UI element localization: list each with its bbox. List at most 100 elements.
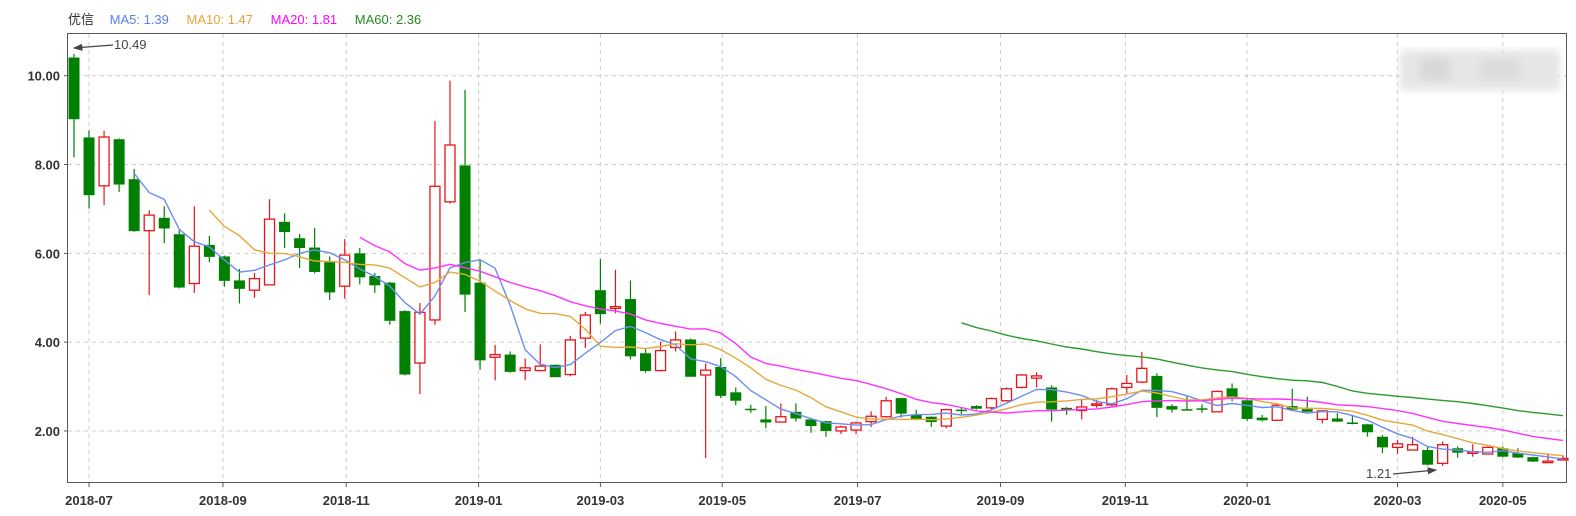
- candle: [1467, 444, 1479, 457]
- candle-body: [970, 406, 982, 409]
- candle-body: [1166, 406, 1178, 410]
- candle-body: [1015, 374, 1028, 389]
- candle: [279, 213, 291, 249]
- x-axis: 2018-07 2018-09 2018-11 2019-01 2019-03 2019-…: [65, 482, 1527, 508]
- candle: [324, 256, 336, 300]
- candle-body: [850, 422, 862, 431]
- candle-body: [624, 299, 636, 357]
- candle-body: [1512, 453, 1524, 458]
- candle-body: [730, 392, 742, 401]
- min-arrow: [1392, 467, 1438, 475]
- candle-body: [1376, 436, 1388, 448]
- chart-legend: 优信 MA5: 1.39 MA10: 1.47 MA20: 1.81 MA60:…: [68, 9, 435, 28]
- plot-area-border: [67, 33, 1567, 483]
- candle-body: [414, 311, 426, 364]
- candle: [188, 206, 200, 293]
- x-tick-label: 2020-01: [1223, 493, 1271, 508]
- candle-body: [985, 397, 998, 409]
- candle-body: [354, 253, 366, 278]
- candle-body: [158, 217, 170, 229]
- candle: [369, 272, 381, 293]
- candle: [1166, 404, 1178, 413]
- y-tick-label: 6.00: [35, 246, 60, 261]
- candle-body: [1346, 422, 1358, 425]
- candle-body: [474, 282, 486, 361]
- candle-body: [1091, 403, 1103, 407]
- max-arrow: [72, 43, 114, 51]
- moving-average-lines: [133, 172, 1564, 460]
- candle: [414, 303, 426, 395]
- candle-body: [700, 369, 712, 376]
- candle: [624, 280, 636, 360]
- candle: [173, 229, 185, 289]
- x-tick-label: 2019-11: [1102, 493, 1149, 508]
- max-annotation: 10.49: [72, 37, 147, 52]
- candle-body: [309, 247, 321, 272]
- candle-body: [339, 254, 351, 287]
- candle-body: [489, 353, 501, 358]
- x-tick-label: 2018-07: [65, 493, 113, 508]
- candle-body: [1436, 444, 1449, 465]
- ma10-line: [208, 209, 1564, 457]
- legend-ma60: MA60: 2.36: [354, 12, 422, 27]
- candle-body: [760, 419, 772, 423]
- candle-body: [218, 256, 230, 281]
- candle: [459, 89, 471, 312]
- x-tick-label: 2018-11: [323, 493, 370, 508]
- x-tick-label: 2019-01: [455, 493, 503, 508]
- candle: [98, 130, 110, 205]
- candle-body: [1271, 404, 1283, 421]
- candle-body: [279, 221, 291, 233]
- candle: [1482, 446, 1494, 455]
- candle-body: [294, 238, 306, 249]
- min-annotation: 1.21: [1366, 466, 1438, 481]
- x-tick-label: 2020-05: [1479, 493, 1527, 508]
- candle-body: [324, 262, 336, 293]
- candle: [519, 358, 531, 381]
- x-tick-label: 2019-05: [698, 493, 746, 508]
- candle: [68, 53, 80, 158]
- candle-body: [579, 314, 592, 339]
- candle: [1301, 396, 1313, 413]
- legend-ma20: MA20: 1.81: [270, 12, 338, 27]
- candle-body: [188, 245, 200, 285]
- x-tick-label: 2018-09: [199, 493, 247, 508]
- candle: [925, 416, 937, 427]
- candle-body: [128, 179, 140, 232]
- candle-body: [519, 367, 531, 372]
- candle: [1346, 415, 1358, 425]
- candle-body: [880, 400, 892, 418]
- candle: [970, 405, 982, 410]
- y-axis: 2.00 4.00 6.00 8.00 10.00: [27, 69, 68, 439]
- candle-body: [1136, 367, 1148, 383]
- candle: [1030, 372, 1043, 388]
- candle: [715, 358, 727, 399]
- candle: [1061, 406, 1073, 415]
- candle: [113, 138, 125, 193]
- candle-body: [1497, 448, 1509, 457]
- candle: [730, 387, 742, 406]
- candle-body: [564, 339, 576, 376]
- candle: [850, 421, 862, 435]
- blurred-watermark: [1400, 50, 1560, 90]
- candle: [1256, 414, 1268, 422]
- candle-body: [640, 353, 652, 371]
- candle: [820, 420, 832, 437]
- candle: [534, 344, 546, 372]
- candle: [263, 199, 276, 286]
- candle-body: [745, 408, 757, 411]
- candle: [745, 404, 757, 413]
- candle-body: [775, 416, 787, 423]
- candle: [1361, 423, 1373, 437]
- candle-body: [1030, 375, 1043, 379]
- candle: [248, 272, 261, 298]
- candle: [1211, 390, 1223, 413]
- candle: [1436, 441, 1449, 467]
- candle: [444, 80, 456, 204]
- x-tick-label: 2019-03: [577, 493, 625, 508]
- candle: [1241, 399, 1253, 421]
- candle-body: [1196, 408, 1208, 410]
- candle: [1376, 434, 1388, 454]
- candle: [474, 260, 486, 370]
- candle-body: [1226, 388, 1238, 399]
